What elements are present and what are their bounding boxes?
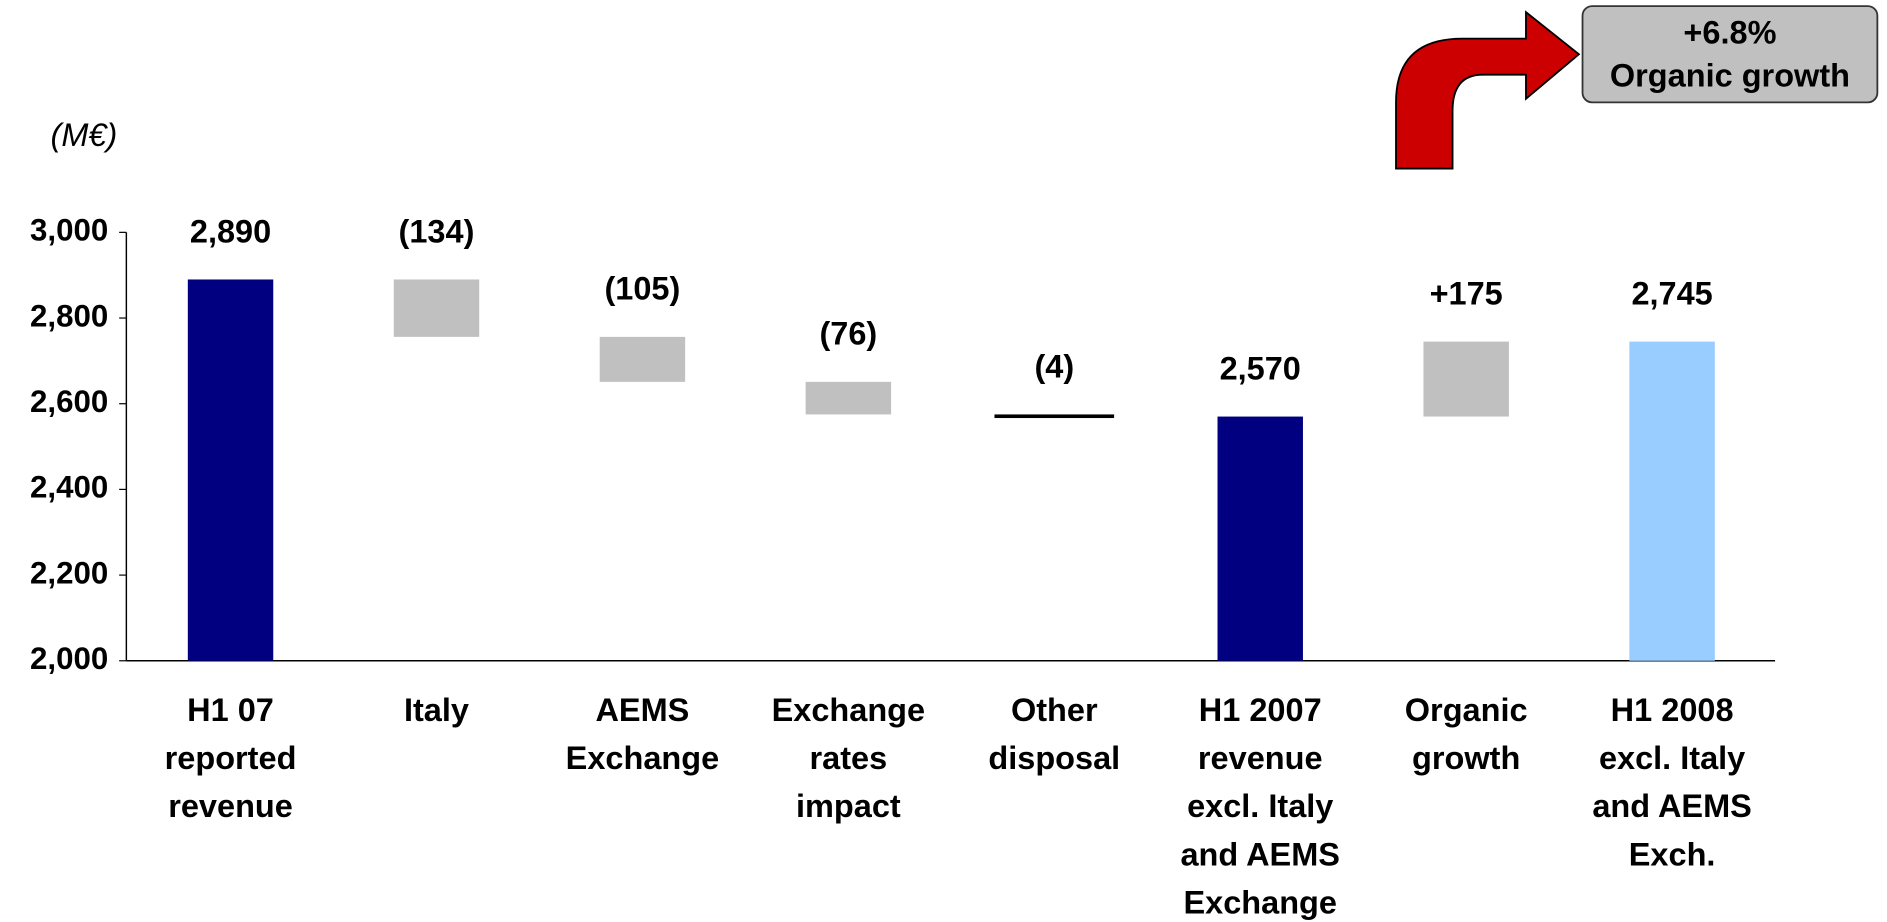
y-tick-label: 2,200 — [30, 555, 108, 590]
y-tick-label: 2,800 — [30, 298, 108, 333]
x-label-box: H1 2007 revenue excl. Italy and AEMS Exc… — [1180, 692, 1340, 921]
y-tick-label: 2,600 — [30, 384, 108, 419]
value-label: (76) — [819, 316, 877, 352]
value-label: (105) — [604, 271, 680, 307]
callout-arrow — [1395, 10, 1581, 170]
bar — [1423, 341, 1509, 417]
callout-fo: +6.8% Organic growth — [1609, 14, 1850, 94]
x-tick-label: Exchange rates impact — [771, 692, 926, 825]
bar — [393, 279, 480, 337]
x-tick-label: Organic growth — [1404, 692, 1528, 777]
y-tick-label: 2,000 — [30, 641, 108, 676]
x-label-box: H1 07 reported revenue — [164, 692, 297, 825]
unit-label: (M€) — [51, 117, 118, 153]
y-tick-label: 3,000 — [30, 213, 108, 248]
callout-text: +6.8% Organic growth — [1609, 14, 1850, 94]
callout-box — [1581, 5, 1879, 104]
x-label-box: AEMS Exchange — [565, 692, 720, 777]
value-label: (134) — [399, 213, 475, 249]
x-label-box: Exchange rates impact — [771, 692, 926, 825]
value-label: 2,570 — [1220, 350, 1301, 386]
x-label-box: Organic growth — [1404, 692, 1528, 777]
x-label-box: Italy — [403, 692, 469, 729]
x-label-box: Other disposal — [988, 692, 1121, 777]
bar — [1217, 416, 1303, 661]
x-label-box: H1 2008 excl. Italy and AEMS Exch. — [1592, 692, 1752, 873]
value-label: 2,890 — [190, 213, 271, 249]
x-tick-label: Italy — [403, 692, 469, 729]
x-tick-label: AEMS Exchange — [565, 692, 720, 777]
x-tick-label: H1 07 reported revenue — [164, 692, 297, 825]
bar — [187, 279, 274, 661]
y-tick-label: 2,400 — [30, 470, 108, 505]
bar — [599, 336, 686, 382]
value-label: 2,745 — [1631, 275, 1712, 311]
bar — [1629, 341, 1715, 661]
x-tick-label: H1 2007 revenue excl. Italy and AEMS Exc… — [1180, 692, 1340, 921]
bar — [994, 414, 1115, 419]
x-tick-label: Other disposal — [988, 692, 1121, 777]
x-tick-label: H1 2008 excl. Italy and AEMS Exch. — [1592, 692, 1752, 873]
value-label: (4) — [1034, 348, 1074, 384]
value-label: +175 — [1430, 275, 1503, 311]
bar — [805, 381, 892, 415]
